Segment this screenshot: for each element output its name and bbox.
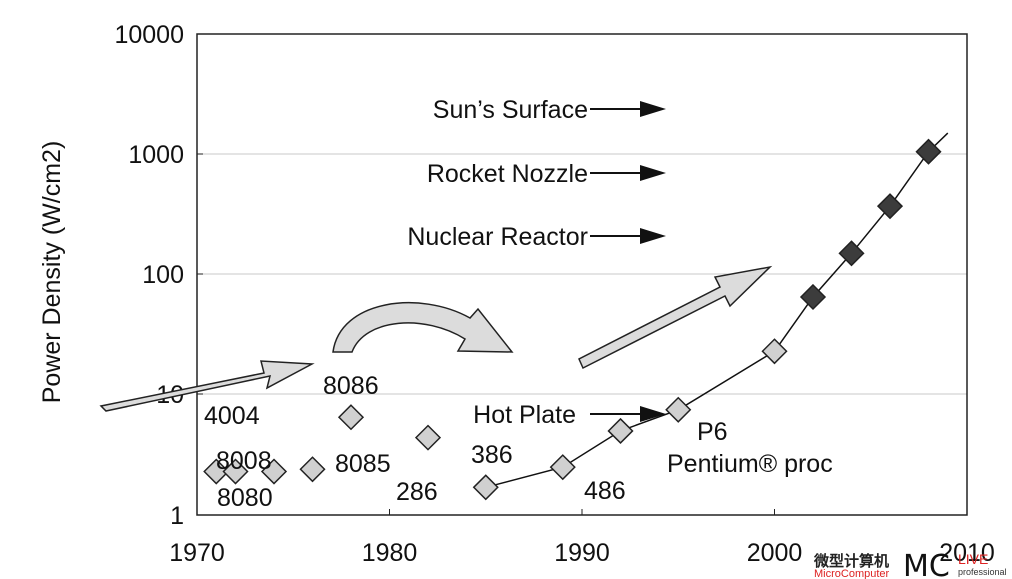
y-tick-label: 10000 bbox=[114, 21, 184, 49]
ref-arrow-head bbox=[640, 165, 666, 181]
series-trend-line bbox=[485, 132, 949, 489]
data-point-2000 bbox=[761, 338, 788, 365]
y-axis-label: Power Density (W/cm2) bbox=[38, 141, 66, 404]
data-point-2004 bbox=[838, 240, 865, 267]
data-point-1995 bbox=[665, 396, 692, 423]
data-point-1982 bbox=[414, 424, 442, 451]
point-label-386: 386 bbox=[471, 441, 513, 469]
point-label-8080: 8080 bbox=[217, 484, 273, 512]
grid-lines bbox=[197, 153, 967, 395]
x-tick-label: 1990 bbox=[554, 539, 610, 567]
data-point-1978 bbox=[337, 404, 365, 431]
data-point-2006 bbox=[876, 193, 904, 220]
ref-arrow-head bbox=[640, 406, 666, 422]
trend-arrows bbox=[99, 265, 773, 412]
y-tick-label: 100 bbox=[142, 261, 184, 289]
point-label-486: 486 bbox=[584, 477, 626, 505]
trend-arrow-right bbox=[578, 265, 773, 370]
y-tick-label: 1000 bbox=[128, 141, 184, 169]
data-point-2008 bbox=[915, 138, 942, 165]
x-tick-label: 2000 bbox=[747, 539, 803, 567]
reference-levels: Sun’s Surface Rocket Nozzle Nuclear Reac… bbox=[407, 96, 666, 429]
point-label-p6: P6 bbox=[697, 418, 728, 446]
watermark-sub: MicroComputer bbox=[814, 568, 890, 579]
data-point-1972 bbox=[222, 458, 249, 485]
data-point-1992 bbox=[607, 417, 634, 445]
watermark-cn-title: 微型计算机 bbox=[813, 552, 889, 570]
ref-label-sun-surface: Sun’s Surface bbox=[433, 96, 588, 124]
ref-arrow-head bbox=[640, 228, 666, 244]
data-markers bbox=[203, 138, 942, 501]
watermark: 微型计算机 MicroComputer MC LIVE professional bbox=[813, 549, 1007, 579]
ref-label-hot-plate: Hot Plate bbox=[473, 401, 576, 429]
watermark-logo: MC bbox=[903, 549, 950, 579]
data-point-1985 bbox=[472, 474, 499, 501]
point-label-8085: 8085 bbox=[335, 450, 391, 478]
x-ticks: 1970 1980 1990 2000 2010 bbox=[169, 509, 995, 567]
point-label-4004: 4004 bbox=[204, 402, 260, 430]
y-ticks: 1 10 100 1000 10000 bbox=[114, 21, 203, 530]
ref-label-nuclear-reactor: Nuclear Reactor bbox=[407, 223, 588, 251]
ref-label-rocket-nozzle: Rocket Nozzle bbox=[427, 160, 588, 188]
point-label-8008: 8008 bbox=[216, 447, 272, 475]
watermark-live: LIVE bbox=[958, 551, 988, 567]
x-tick-label: 1970 bbox=[169, 539, 225, 567]
curved-arrow bbox=[332, 301, 514, 353]
point-label-286: 286 bbox=[396, 478, 438, 506]
ref-arrow-head bbox=[640, 101, 666, 117]
data-point-1971 bbox=[203, 458, 230, 485]
point-label-pentium: Pentium® proc bbox=[667, 450, 833, 478]
watermark-pro: professional bbox=[958, 567, 1007, 577]
data-point-1974 bbox=[260, 458, 288, 485]
processor-labels: 4004 8008 8080 8086 8085 286 386 486 P6 … bbox=[204, 372, 833, 512]
data-point-1976 bbox=[299, 456, 326, 483]
x-tick-label: 1980 bbox=[362, 539, 418, 567]
x-tick-label: 2010 bbox=[939, 539, 995, 567]
trend-arrow-left bbox=[99, 360, 315, 412]
data-point-1989 bbox=[549, 454, 576, 481]
y-tick-label: 1 bbox=[170, 502, 184, 530]
data-point-2002 bbox=[799, 283, 827, 311]
point-label-8086: 8086 bbox=[323, 372, 379, 400]
